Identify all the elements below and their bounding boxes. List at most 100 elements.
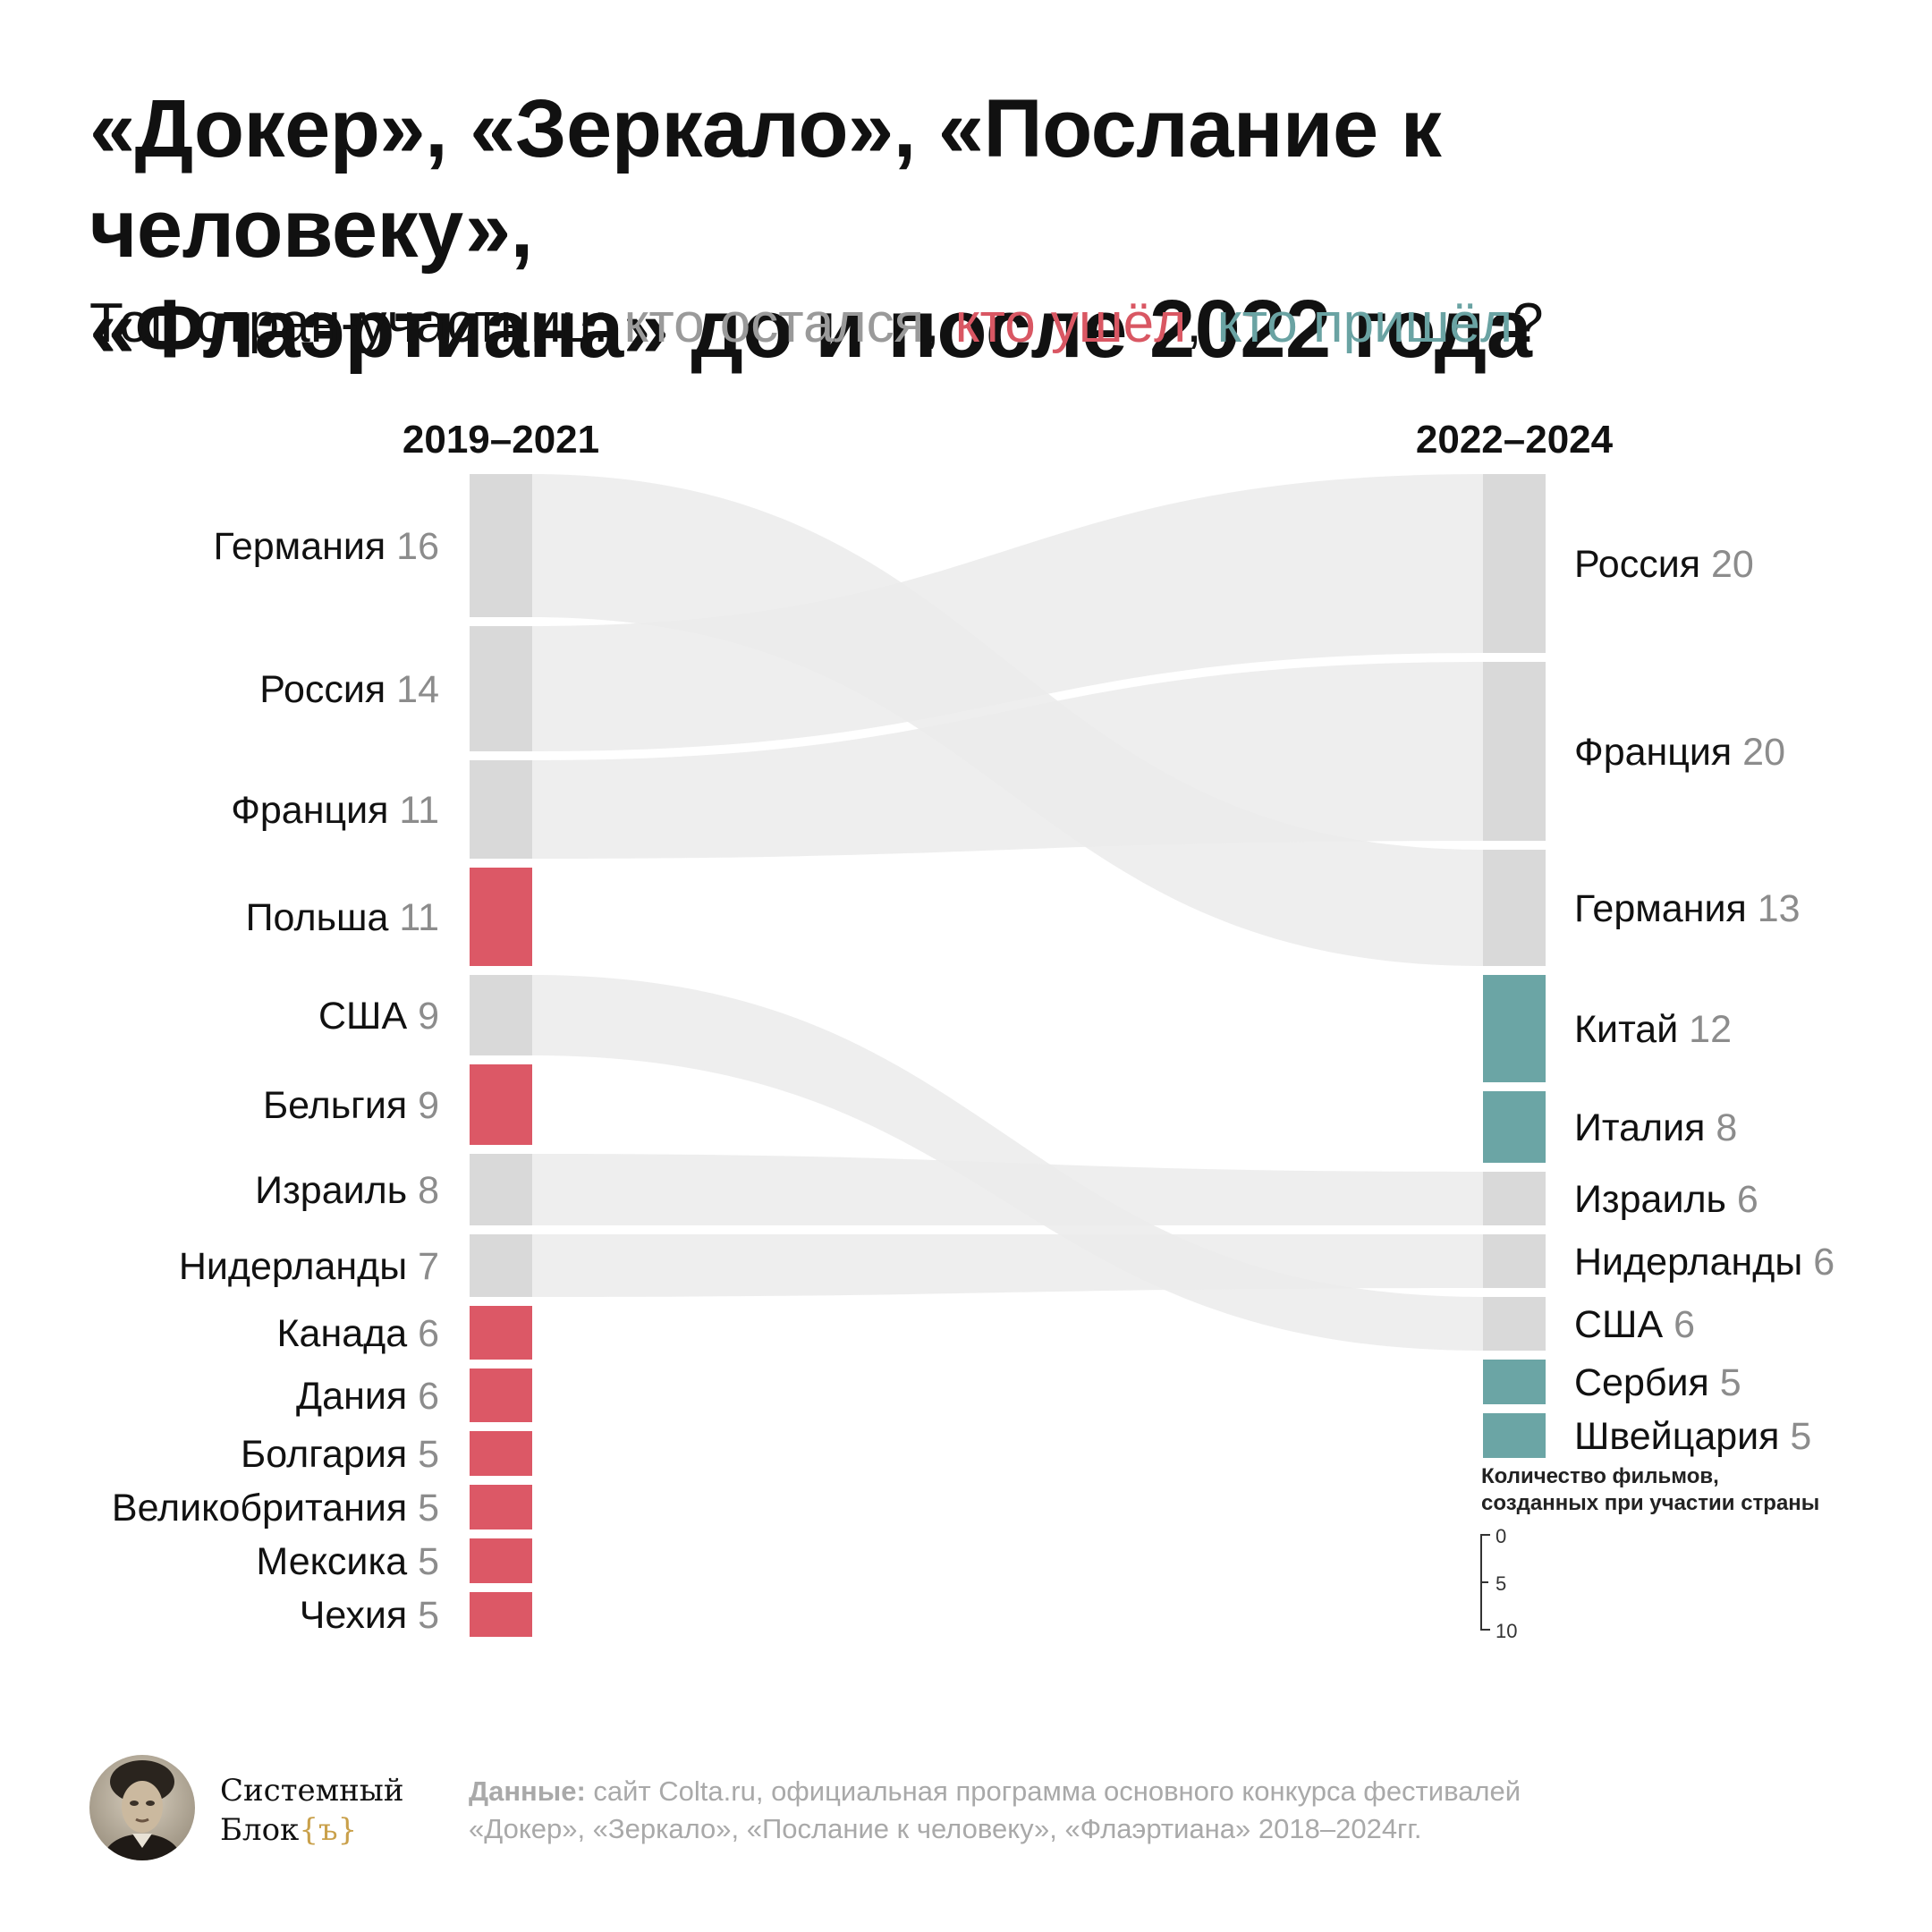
legend-tick-10: 10 <box>1496 1620 1517 1642</box>
left-label-value-7: 7 <box>418 1245 439 1288</box>
left-label-3: Польша 11 <box>246 896 439 939</box>
left-label-country-12: Мексика <box>256 1540 418 1583</box>
right-label-country-2: Германия <box>1574 887 1758 930</box>
left-node-1 <box>470 626 532 751</box>
left-label-8: Канада 6 <box>277 1312 440 1355</box>
left-node-5 <box>470 1064 532 1145</box>
subtitle-stayed: кто остался <box>623 292 925 354</box>
title-line-2: «Флаэртиана» до и после 2022 года <box>89 284 1532 375</box>
chart-title: «Докер», «Зеркало», «Послание к человеку… <box>89 79 1878 379</box>
left-label-value-1: 14 <box>396 668 439 711</box>
left-node-9 <box>470 1368 532 1422</box>
right-label-country-5: Израиль <box>1574 1178 1737 1221</box>
left-label-value-9: 6 <box>418 1375 439 1418</box>
left-label-country-6: Израиль <box>255 1169 418 1212</box>
left-label-country-13: Чехия <box>300 1594 418 1637</box>
left-label-country-9: Дания <box>296 1375 418 1418</box>
right-period-label: 2022–2024 <box>1416 418 1614 462</box>
right-label-value-3: 12 <box>1689 1008 1732 1051</box>
right-node-6 <box>1483 1234 1546 1288</box>
left-label-0: Германия 16 <box>213 525 439 568</box>
left-label-value-11: 5 <box>418 1487 439 1530</box>
right-label-7: США 6 <box>1574 1303 1695 1346</box>
right-label-5: Израиль 6 <box>1574 1178 1758 1221</box>
subtitle-suffix: ? <box>1513 292 1544 354</box>
left-label-13: Чехия 5 <box>300 1594 439 1637</box>
left-label-value-3: 11 <box>399 896 439 939</box>
subtitle-came: кто пришёл <box>1216 292 1513 354</box>
right-label-country-3: Китай <box>1574 1008 1689 1051</box>
flow-country-2 <box>532 662 1483 859</box>
left-label-country-8: Канада <box>277 1312 419 1355</box>
right-label-value-2: 13 <box>1758 887 1801 930</box>
right-node-8 <box>1483 1360 1546 1404</box>
left-node-4 <box>470 975 532 1055</box>
legend-title-line-2: созданных при участии страны <box>1481 1491 1819 1515</box>
data-source-note: Данные: сайт Colta.ru, официальная прогр… <box>469 1773 1631 1848</box>
right-label-country-6: Нидерланды <box>1574 1241 1813 1284</box>
left-label-12: Мексика 5 <box>256 1540 439 1583</box>
right-label-value-8: 5 <box>1720 1361 1741 1404</box>
left-label-1: Россия 14 <box>259 668 439 711</box>
flow-country-7 <box>532 1234 1483 1297</box>
left-label-10: Болгария 5 <box>241 1433 439 1476</box>
brand-line-2: Блок{ъ} <box>220 1810 403 1850</box>
legend-title-line-1: Количество фильмов, <box>1481 1464 1719 1488</box>
right-node-2 <box>1483 850 1546 966</box>
right-label-6: Нидерланды 6 <box>1574 1241 1835 1284</box>
left-label-2: Франция 11 <box>231 789 439 832</box>
subtitle-sep-2: , <box>1186 292 1217 354</box>
left-label-5: Бельгия 9 <box>263 1084 439 1127</box>
left-label-country-7: Нидерланды <box>179 1245 418 1288</box>
right-node-9 <box>1483 1413 1546 1458</box>
right-node-0 <box>1483 474 1546 653</box>
right-node-3 <box>1483 975 1546 1082</box>
source-line-1: Данные: сайт Colta.ru, официальная прогр… <box>469 1773 1631 1810</box>
right-label-country-8: Сербия <box>1574 1361 1720 1404</box>
legend-tick-5: 5 <box>1496 1572 1506 1595</box>
right-label-value-9: 5 <box>1790 1415 1811 1458</box>
left-label-7: Нидерланды 7 <box>179 1245 439 1288</box>
left-node-11 <box>470 1485 532 1530</box>
subtitle-left: кто ушёл <box>954 292 1187 354</box>
left-label-value-8: 6 <box>418 1312 439 1355</box>
source-line-2: «Докер», «Зеркало», «Послание к человеку… <box>469 1813 1422 1844</box>
legend: Количество фильмов, созданных при участи… <box>1480 1464 1819 1642</box>
right-label-value-7: 6 <box>1674 1303 1695 1346</box>
right-label-8: Сербия 5 <box>1574 1361 1741 1404</box>
left-node-0 <box>470 474 532 617</box>
brand-line-2-text: Блок <box>220 1812 300 1848</box>
right-label-4: Италия 8 <box>1574 1106 1737 1149</box>
left-node-3 <box>470 868 532 966</box>
right-node-7 <box>1483 1297 1546 1351</box>
left-label-value-5: 9 <box>418 1084 439 1127</box>
left-label-6: Израиль 8 <box>255 1169 439 1212</box>
left-node-2 <box>470 760 532 859</box>
left-node-8 <box>470 1306 532 1360</box>
left-label-country-5: Бельгия <box>263 1084 418 1127</box>
left-label-country-3: Польша <box>246 896 400 939</box>
left-label-value-10: 5 <box>418 1433 439 1476</box>
left-label-value-13: 5 <box>418 1594 439 1637</box>
left-label-country-4: США <box>318 995 418 1038</box>
left-label-country-0: Германия <box>213 525 396 568</box>
subtitle-prefix: Топ стран-участниц: <box>89 292 624 354</box>
legend-tick-0: 0 <box>1496 1525 1506 1547</box>
chart-subtitle: Топ стран-участниц: кто остался, кто ушё… <box>89 288 1878 360</box>
portrait-icon <box>89 1755 195 1860</box>
left-period-label: 2019–2021 <box>402 418 599 462</box>
right-node-4 <box>1483 1091 1546 1163</box>
left-node-6 <box>470 1154 532 1225</box>
left-label-value-12: 5 <box>418 1540 439 1583</box>
left-label-country-2: Франция <box>231 789 399 832</box>
right-label-country-1: Франция <box>1574 731 1742 774</box>
right-label-country-9: Швейцария <box>1574 1415 1790 1458</box>
source-text-1: сайт Colta.ru, официальная программа осн… <box>585 1775 1521 1807</box>
brand-name: Системный Блок{ъ} <box>220 1771 403 1850</box>
left-node-7 <box>470 1234 532 1297</box>
left-node-13 <box>470 1592 532 1637</box>
right-node-5 <box>1483 1172 1546 1225</box>
title-line-1: «Докер», «Зеркало», «Послание к человеку… <box>89 83 1442 275</box>
